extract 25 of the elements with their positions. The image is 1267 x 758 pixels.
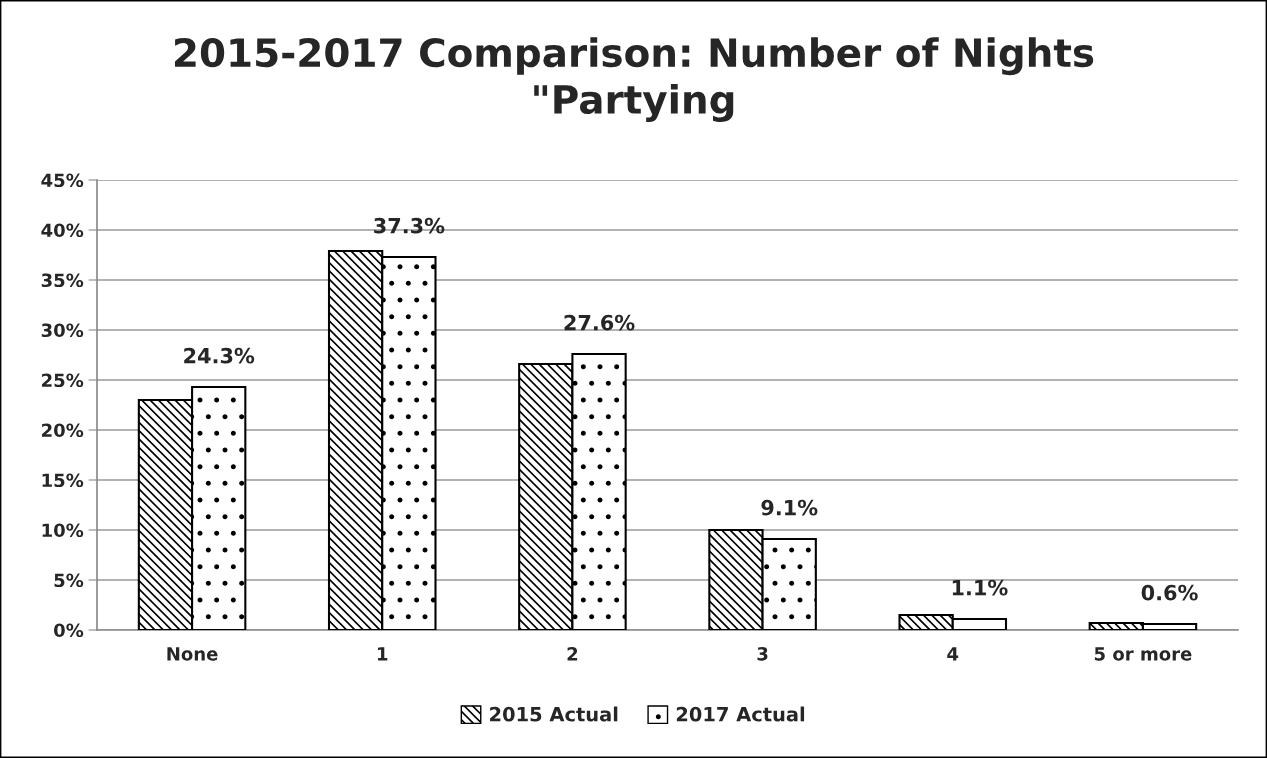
- data-label: 1.1%: [952, 579, 1008, 596]
- x-tick-label: None: [167, 647, 218, 661]
- y-tick-label: 20%: [42, 423, 84, 438]
- data-label: 9.1%: [761, 499, 818, 516]
- x-tick-label: 4: [947, 647, 959, 661]
- legend-label: 2017 Actual: [676, 706, 805, 722]
- y-tick-label: 25%: [42, 373, 84, 388]
- data-label: 27.6%: [564, 314, 635, 331]
- x-tick-label: 1: [378, 647, 388, 661]
- y-tick-label: 0%: [54, 623, 84, 638]
- x-tick-label: 5 or more: [1094, 647, 1192, 661]
- x-tick-label: 2: [567, 646, 578, 661]
- y-tick-label: 10%: [42, 523, 84, 538]
- y-tick-label: 40%: [41, 223, 84, 238]
- y-tick-label: 35%: [41, 273, 84, 288]
- legend-label: 2015 Actual: [490, 706, 618, 722]
- data-label: 0.6%: [1141, 584, 1198, 601]
- y-tick-label: 30%: [41, 323, 84, 338]
- x-tick-label: 3: [757, 646, 768, 661]
- data-label: 24.3%: [184, 347, 255, 364]
- y-tick-label: 5%: [54, 573, 84, 588]
- y-tick-label: 45%: [41, 173, 84, 188]
- y-tick-label: 15%: [42, 473, 84, 488]
- data-label: 37.3%: [374, 217, 445, 234]
- chart-title: 2015-2017 Comparison: Number of Nights "Partying: [175, 37, 1094, 122]
